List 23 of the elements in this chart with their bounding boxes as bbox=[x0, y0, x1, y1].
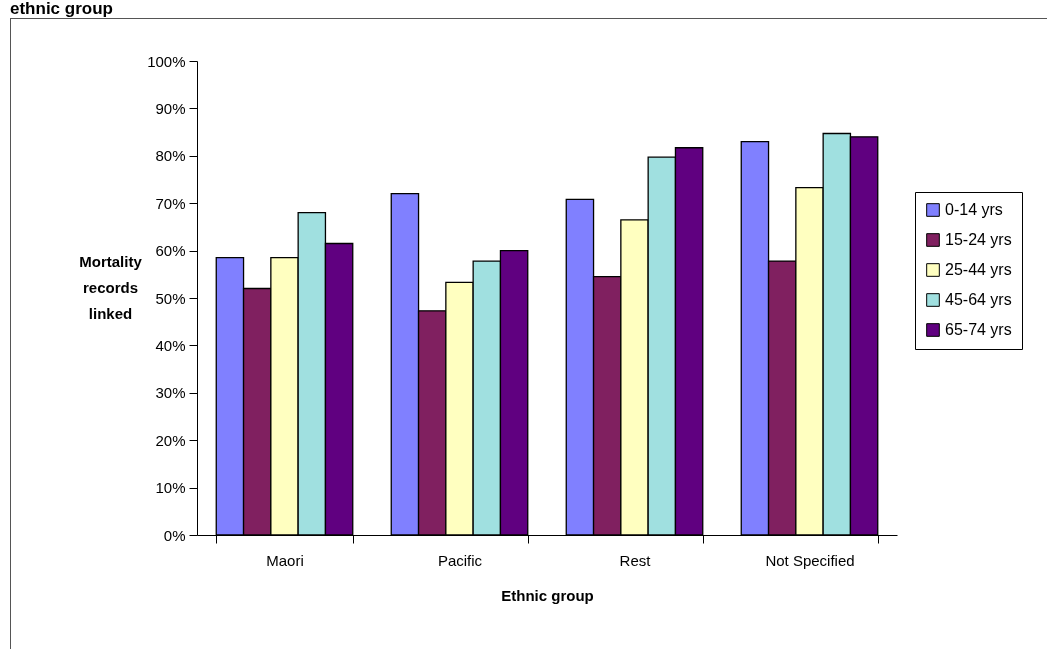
y-axis-title: Mortality records linked bbox=[79, 252, 143, 322]
y-tick-label: 60% bbox=[155, 242, 186, 260]
legend-label: 25-44 yrs bbox=[945, 261, 1012, 278]
legend-label: 65-74 yrs bbox=[945, 321, 1012, 338]
x-tick-label: Rest bbox=[619, 551, 652, 569]
y-tick-label: 30% bbox=[155, 384, 186, 402]
y-tick-label: 70% bbox=[155, 194, 186, 212]
y-tick-label: 40% bbox=[155, 336, 186, 354]
x-tick-label: Maori bbox=[266, 551, 304, 569]
y-tick-label: 20% bbox=[155, 431, 186, 449]
x-axis-title: Ethnic group bbox=[501, 586, 594, 604]
text: ethnic group bbox=[10, 0, 113, 18]
y-tick-label: 80% bbox=[155, 147, 186, 165]
y-tick-label: 10% bbox=[155, 479, 186, 497]
x-tick-label: Pacific bbox=[437, 551, 483, 569]
y-tick-label: 50% bbox=[155, 289, 186, 307]
y-tick-label: 0% bbox=[163, 526, 186, 544]
legend-label: 15-24 yrs bbox=[945, 231, 1012, 248]
legend-label: 0-14 yrs bbox=[945, 201, 1003, 218]
legend-label: 45-64 yrs bbox=[945, 291, 1012, 308]
y-tick-label: 90% bbox=[155, 99, 186, 117]
x-tick-label: Not Specified bbox=[765, 551, 855, 569]
y-tick-label: 100% bbox=[147, 52, 186, 70]
